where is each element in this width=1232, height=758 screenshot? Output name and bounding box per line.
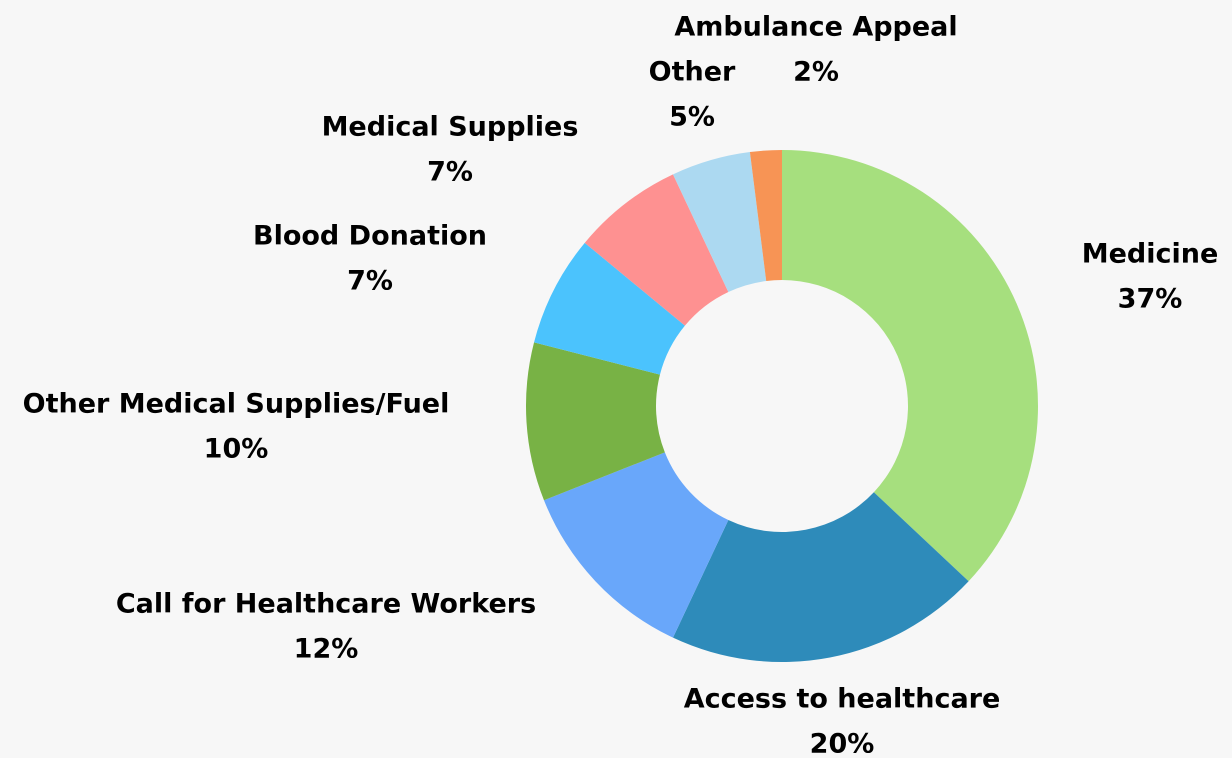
slice-value-label: 2% [793, 57, 839, 88]
slice [673, 492, 969, 663]
slice [526, 342, 665, 501]
slice [543, 452, 729, 638]
slice-label: Other [649, 57, 736, 88]
slice-value-label: 12% [294, 634, 359, 665]
slice-value-label: 7% [427, 157, 473, 188]
slice-label: Blood Donation [253, 221, 487, 252]
slice-label: Medical Supplies [322, 112, 579, 143]
slice-value-label: 37% [1118, 284, 1183, 315]
slice-label: Call for Healthcare Workers [116, 589, 536, 620]
slice-value-label: 10% [204, 434, 269, 465]
slice-value-label: 7% [347, 266, 393, 297]
slice-label: Other Medical Supplies/Fuel [23, 389, 450, 420]
slice [584, 174, 729, 326]
slice-label: Medicine [1082, 239, 1219, 270]
slice [782, 150, 1038, 582]
slice [749, 150, 782, 281]
slice-label: Access to healthcare [684, 684, 1001, 715]
slice-value-label: 20% [810, 729, 875, 758]
slice-value-label: 5% [669, 102, 715, 133]
slice [673, 152, 767, 292]
slice [534, 242, 685, 375]
slice-label: Ambulance Appeal [674, 12, 957, 43]
